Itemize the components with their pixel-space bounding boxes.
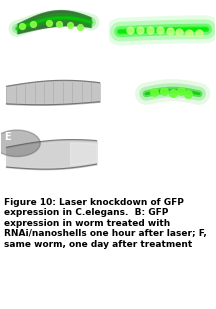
Point	[129, 28, 132, 33]
Text: E: E	[4, 133, 11, 142]
Point	[187, 91, 190, 96]
Point	[57, 21, 61, 26]
Point	[158, 28, 161, 33]
Point	[162, 88, 166, 93]
Point	[178, 30, 181, 35]
Point	[138, 28, 142, 32]
Point	[148, 28, 152, 32]
Point	[168, 29, 171, 34]
Text: C: C	[4, 69, 11, 79]
Point	[79, 24, 82, 29]
Text: A: A	[4, 6, 12, 16]
Point	[47, 21, 50, 26]
Circle shape	[0, 130, 40, 157]
Point	[31, 21, 35, 26]
Point	[171, 91, 174, 96]
Point	[68, 23, 72, 28]
Point	[152, 90, 155, 95]
Text: D: D	[112, 69, 120, 79]
Text: B: B	[112, 6, 120, 16]
Point	[21, 23, 24, 28]
Text: F: F	[112, 133, 119, 142]
Point	[197, 31, 201, 36]
Text: Figure 10: Laser knockdown of GFP expression in C.elegans.  B: GFP expression in: Figure 10: Laser knockdown of GFP expres…	[4, 198, 207, 249]
Point	[187, 30, 191, 35]
Point	[179, 89, 183, 94]
